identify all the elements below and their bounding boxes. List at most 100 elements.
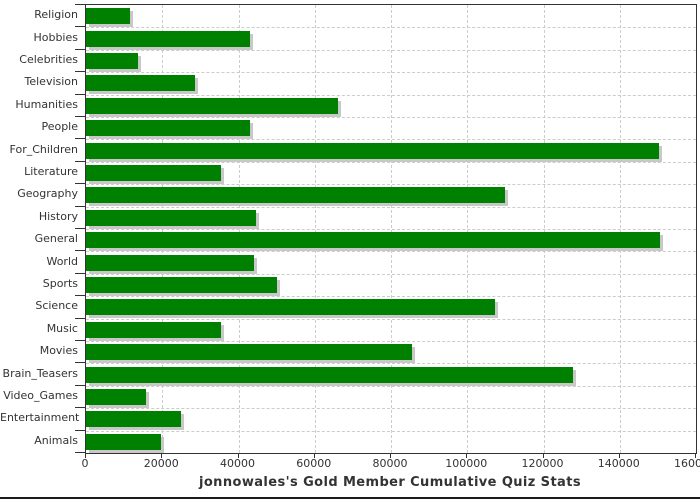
x-tick-label: 20000 — [143, 457, 179, 470]
horizontal-gridline — [86, 184, 696, 186]
bar-sports — [86, 277, 277, 293]
category-label: Television — [24, 75, 79, 89]
y-axis-tick — [75, 407, 85, 409]
y-axis-tick — [75, 295, 85, 297]
x-tick-label: 80000 — [372, 457, 408, 470]
x-tick-label: 100000 — [445, 457, 488, 470]
category-label: Sports — [42, 277, 78, 290]
x-tick-label: 0 — [81, 457, 89, 470]
y-axis-tick — [75, 4, 85, 5]
category-label: Hobbies — [33, 30, 78, 44]
x-axis-tick — [466, 454, 468, 458]
x-axis-tick — [237, 454, 239, 458]
x-axis-tick — [313, 454, 315, 458]
category-label: Geography — [17, 187, 78, 201]
category-label: Religion — [34, 8, 78, 22]
category-label: Celebrities — [19, 53, 78, 66]
bar-celebrities — [86, 53, 138, 69]
horizontal-gridline — [86, 206, 696, 208]
horizontal-gridline — [86, 161, 696, 163]
bar-general — [86, 232, 660, 249]
category-label: Animals — [34, 433, 78, 447]
y-axis-tick — [75, 340, 85, 341]
x-axis-tick — [695, 454, 696, 458]
bar-entertainment — [86, 411, 181, 428]
x-tick-label: 40000 — [220, 457, 255, 470]
x-axis-tick — [542, 454, 544, 458]
horizontal-gridline — [86, 318, 696, 320]
y-axis-tick — [75, 138, 85, 140]
bar-for_children — [86, 142, 659, 159]
y-axis-tick — [75, 71, 85, 73]
category-label: Brain_Teasers — [2, 366, 78, 380]
bar-movies — [86, 344, 412, 361]
y-axis-tick — [75, 362, 85, 364]
horizontal-gridline — [86, 72, 696, 74]
category-label: History — [38, 209, 78, 223]
category-label: Literature — [24, 165, 78, 178]
horizontal-gridline — [86, 430, 696, 432]
horizontal-gridline — [86, 251, 696, 253]
bar-television — [86, 75, 195, 92]
bar-world — [86, 254, 254, 271]
horizontal-gridline — [86, 49, 696, 51]
bar-people — [86, 120, 250, 137]
horizontal-gridline — [86, 117, 696, 118]
y-axis-tick — [75, 317, 85, 319]
category-label: General — [34, 232, 78, 246]
y-axis-tick — [75, 116, 85, 117]
y-axis-tick — [75, 452, 85, 453]
x-axis-tick — [618, 454, 620, 458]
category-label: Entertainment — [0, 411, 80, 425]
horizontal-gridline — [86, 385, 696, 387]
category-label: Science — [35, 299, 78, 313]
y-axis-tick — [75, 93, 85, 95]
x-axis-tick — [161, 454, 163, 458]
bar-history — [86, 209, 256, 226]
y-axis-tick — [75, 272, 85, 274]
bar-humanities — [86, 97, 338, 114]
y-axis-tick — [75, 429, 85, 431]
category-label: Humanities — [15, 97, 78, 111]
category-label: For_Children — [9, 142, 78, 156]
category-label: Video_Games — [3, 389, 78, 402]
category-label: People — [41, 120, 78, 134]
horizontal-gridline — [86, 139, 696, 141]
bar-video_games — [86, 389, 146, 405]
bar-literature — [86, 165, 221, 181]
horizontal-gridline — [86, 296, 696, 298]
y-axis-tick — [75, 205, 85, 207]
chart-title: jonnowales's Gold Member Cumulative Quiz… — [199, 475, 581, 490]
bottom-divider-line — [0, 497, 700, 499]
category-label: World — [46, 254, 78, 268]
y-axis-tick — [75, 228, 85, 229]
horizontal-gridline — [86, 341, 696, 342]
bar-hobbies — [86, 30, 250, 47]
bar-geography — [86, 187, 505, 204]
horizontal-gridline — [86, 363, 696, 365]
horizontal-gridline — [86, 94, 696, 96]
horizontal-gridline — [86, 273, 696, 275]
bar-science — [86, 299, 495, 316]
x-tick-label: 160000 — [674, 457, 700, 470]
y-axis-tick — [75, 160, 85, 162]
y-axis-tick — [75, 384, 85, 386]
x-axis-tick — [85, 454, 86, 458]
x-axis-tick — [390, 454, 391, 458]
y-axis-tick — [75, 26, 85, 28]
bar-religion — [86, 8, 130, 25]
x-tick-label: 120000 — [521, 457, 564, 470]
plot-area — [85, 4, 697, 454]
y-axis-tick — [75, 48, 85, 50]
category-label: Music — [46, 321, 78, 335]
horizontal-gridline — [86, 229, 696, 230]
bar-brain_teasers — [86, 366, 573, 383]
y-axis-tick — [75, 183, 85, 185]
horizontal-gridline — [86, 27, 696, 29]
y-axis-tick — [75, 250, 85, 252]
x-tick-label: 60000 — [296, 457, 332, 470]
category-label: Movies — [39, 344, 78, 358]
bar-music — [86, 321, 221, 338]
horizontal-gridline — [86, 408, 696, 410]
